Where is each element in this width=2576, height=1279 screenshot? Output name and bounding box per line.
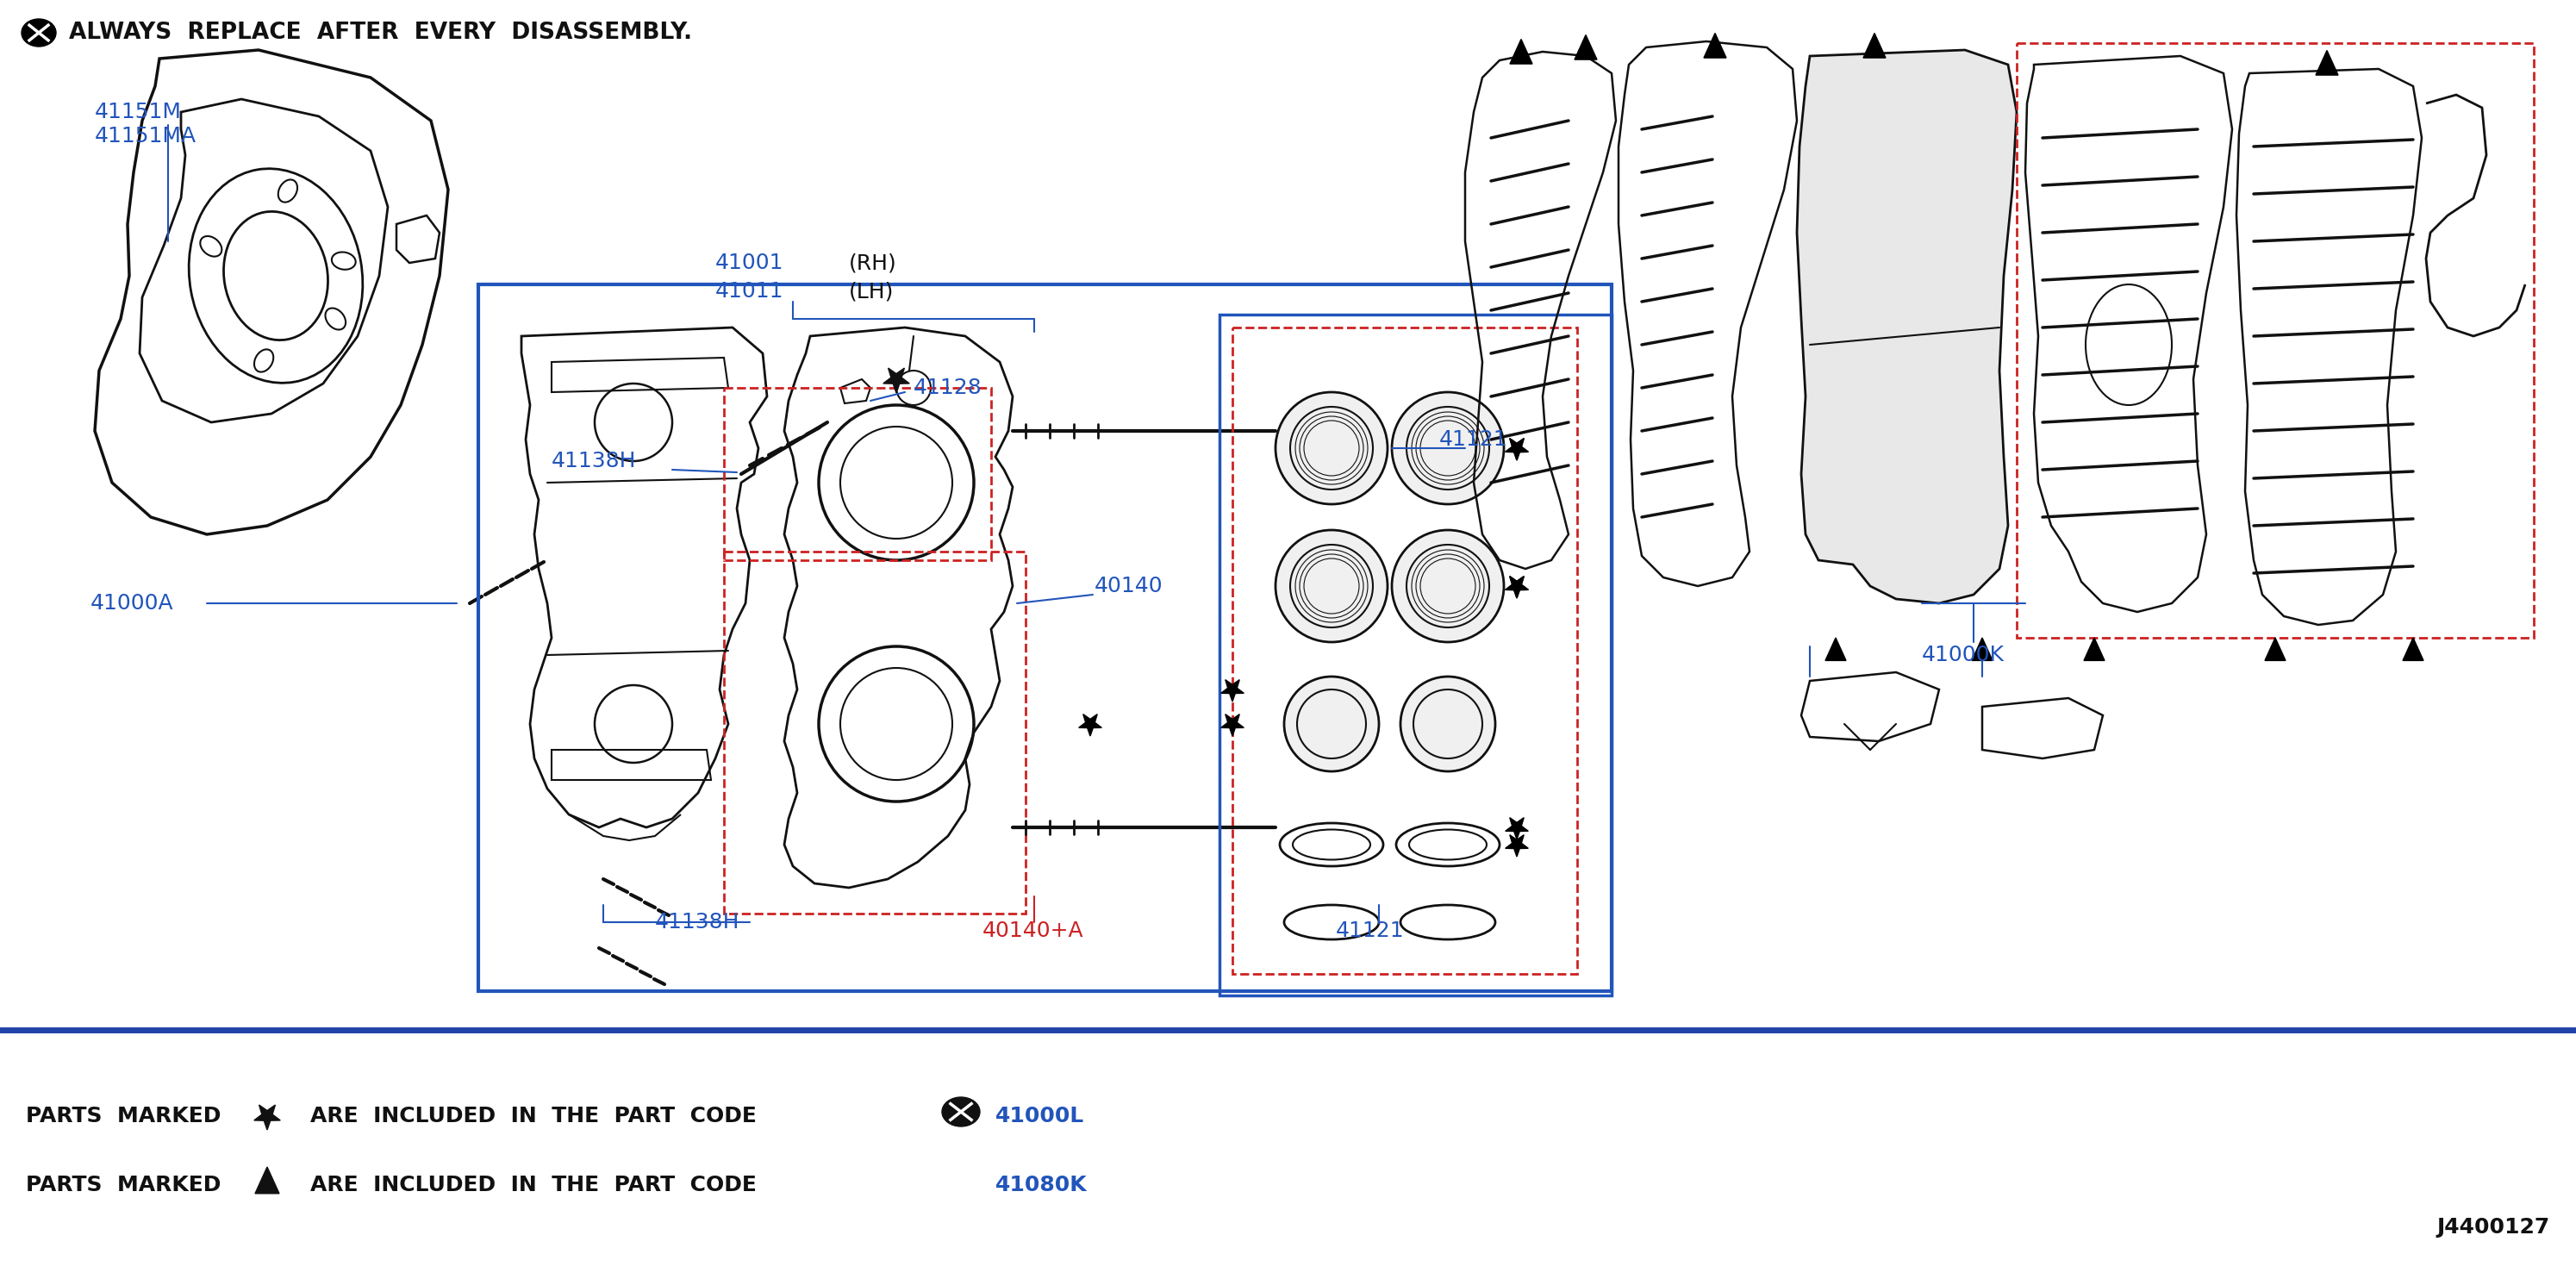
Bar: [724, 388, 992, 560]
Text: 41121: 41121: [1440, 430, 1507, 450]
Polygon shape: [1574, 35, 1597, 60]
Text: (RH): (RH): [850, 252, 896, 274]
Bar: [1218, 315, 1613, 995]
Polygon shape: [2264, 638, 2285, 660]
Polygon shape: [1971, 638, 1994, 660]
Text: PARTS  MARKED: PARTS MARKED: [26, 1106, 222, 1127]
Ellipse shape: [21, 19, 57, 46]
Circle shape: [1401, 677, 1494, 771]
Text: 41000L: 41000L: [994, 1106, 1084, 1127]
Polygon shape: [1079, 714, 1103, 735]
Circle shape: [1283, 677, 1378, 771]
Text: (LH): (LH): [850, 281, 894, 302]
Text: 41138H: 41138H: [654, 912, 739, 932]
Bar: [2017, 43, 2535, 638]
Text: PARTS  MARKED: PARTS MARKED: [26, 1174, 222, 1196]
Polygon shape: [1504, 835, 1528, 857]
Polygon shape: [1504, 577, 1528, 599]
Bar: [1231, 327, 1577, 973]
Circle shape: [1275, 393, 1388, 504]
Polygon shape: [255, 1166, 278, 1193]
Polygon shape: [1862, 33, 1886, 58]
Polygon shape: [1504, 817, 1528, 839]
Text: 41151MA: 41151MA: [95, 125, 196, 147]
Text: 40140: 40140: [1095, 576, 1164, 596]
Polygon shape: [2403, 638, 2424, 660]
Text: 41080K: 41080K: [994, 1174, 1087, 1196]
Text: 41011: 41011: [716, 281, 783, 302]
Text: J4400127: J4400127: [2437, 1216, 2550, 1238]
Text: 41151M: 41151M: [95, 102, 183, 123]
Polygon shape: [1510, 40, 1533, 64]
Text: 41001: 41001: [716, 252, 783, 274]
Polygon shape: [1826, 638, 1847, 660]
Polygon shape: [1798, 50, 2017, 604]
Polygon shape: [1221, 714, 1244, 735]
Text: 41138H: 41138H: [551, 450, 636, 472]
Text: ALWAYS  REPLACE  AFTER  EVERY  DISASSEMBLY.: ALWAYS REPLACE AFTER EVERY DISASSEMBLY.: [70, 22, 693, 43]
Text: 41000A: 41000A: [90, 593, 173, 614]
Polygon shape: [1504, 439, 1528, 460]
Text: 41000K: 41000K: [1922, 645, 2004, 665]
Circle shape: [1391, 393, 1504, 504]
Polygon shape: [1703, 33, 1726, 58]
Polygon shape: [840, 379, 871, 403]
Polygon shape: [1221, 679, 1244, 702]
Bar: [724, 551, 1025, 913]
Text: ARE  INCLUDED  IN  THE  PART  CODE: ARE INCLUDED IN THE PART CODE: [309, 1174, 757, 1196]
Polygon shape: [2084, 638, 2105, 660]
Polygon shape: [1504, 439, 1528, 460]
Text: ARE  INCLUDED  IN  THE  PART  CODE: ARE INCLUDED IN THE PART CODE: [309, 1106, 757, 1127]
Circle shape: [1391, 530, 1504, 642]
Text: 41121: 41121: [1337, 921, 1404, 941]
Circle shape: [1275, 530, 1388, 642]
Text: 41128: 41128: [914, 377, 981, 398]
Ellipse shape: [943, 1097, 979, 1127]
Polygon shape: [2316, 50, 2339, 75]
Polygon shape: [884, 368, 909, 393]
Bar: [479, 284, 1613, 991]
Text: 40140+A: 40140+A: [981, 921, 1084, 941]
Polygon shape: [1504, 577, 1528, 599]
Polygon shape: [255, 1105, 281, 1129]
